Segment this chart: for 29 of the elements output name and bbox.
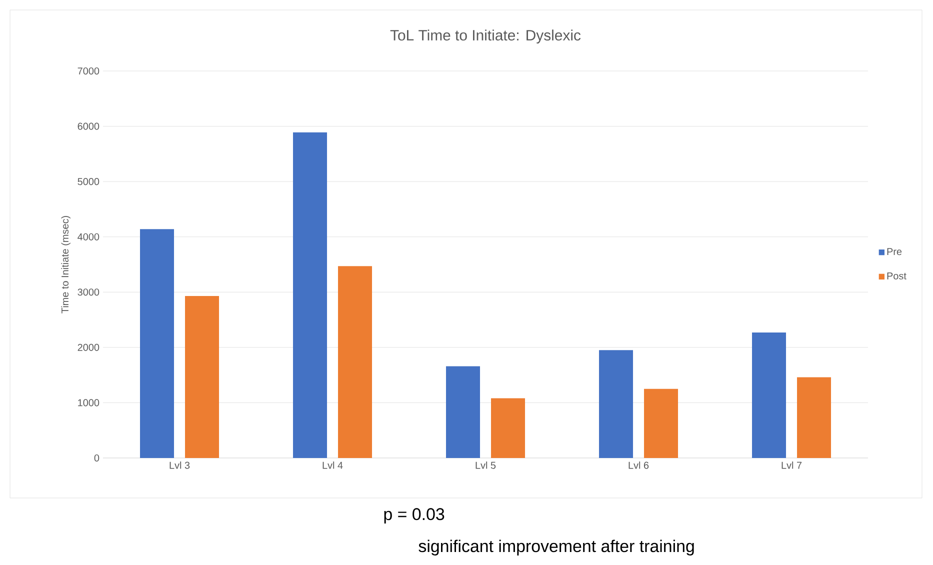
bar: [599, 350, 634, 458]
y-tick-label: 5000: [78, 178, 100, 186]
y-tick-label: 6000: [78, 122, 100, 130]
bar: [140, 229, 174, 458]
bar: [752, 332, 786, 458]
bar: [446, 366, 480, 458]
x-tick-label: Lvl 7: [782, 462, 802, 469]
bar: [338, 266, 372, 458]
y-tick-label: 3000: [78, 288, 100, 296]
bar: [797, 377, 832, 458]
legend-label: Pre: [887, 248, 902, 256]
bar: [185, 296, 220, 458]
x-tick-label: Lvl 4: [322, 462, 343, 469]
y-tick-label: 1000: [78, 399, 100, 406]
y-tick-label: 2000: [78, 344, 100, 351]
y-tick-label: 7000: [78, 67, 100, 75]
y-tick-label: 0: [94, 454, 100, 462]
x-tick-label: Lvl 5: [476, 462, 496, 469]
text: p = 0.03: [384, 508, 444, 524]
x-tick-label: Lvl 6: [628, 462, 649, 469]
chart-title: ToL Time to Initiate: Dyslexic: [390, 30, 581, 44]
bar: [491, 398, 526, 458]
y-axis-title: Time to Initiate (msec): [61, 216, 70, 314]
y-tick-label: 4000: [78, 233, 100, 240]
bar: [644, 388, 678, 458]
legend-label: Post: [887, 272, 906, 280]
x-tick-label: Lvl 3: [170, 462, 190, 469]
bar: [293, 132, 328, 458]
text: significant improvement after training: [418, 540, 694, 556]
